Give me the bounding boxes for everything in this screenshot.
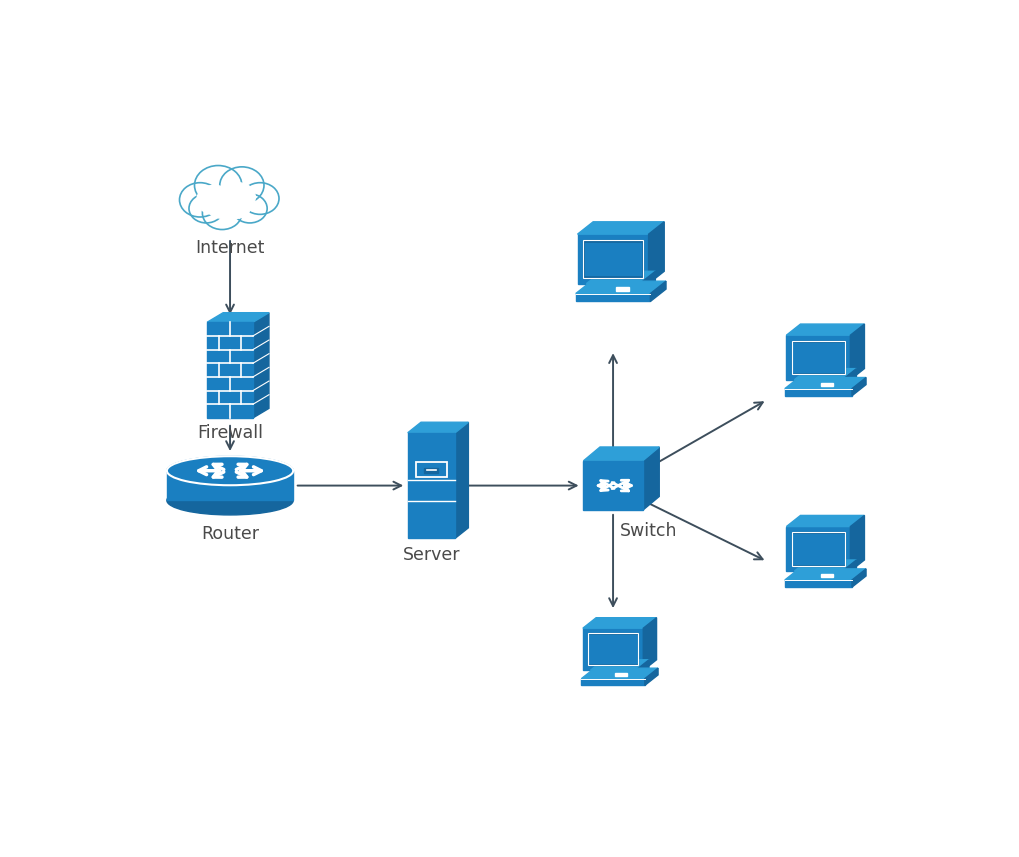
Polygon shape xyxy=(787,526,851,571)
Polygon shape xyxy=(581,668,658,679)
Polygon shape xyxy=(795,571,843,580)
Bar xyxy=(820,574,833,578)
Polygon shape xyxy=(792,340,845,375)
Polygon shape xyxy=(586,272,655,284)
Polygon shape xyxy=(588,633,639,665)
Polygon shape xyxy=(795,380,843,388)
Text: Internet: Internet xyxy=(196,239,265,257)
Polygon shape xyxy=(167,470,293,500)
Polygon shape xyxy=(589,635,637,663)
Polygon shape xyxy=(793,343,844,372)
Text: Server: Server xyxy=(403,546,461,564)
Polygon shape xyxy=(787,324,864,335)
Polygon shape xyxy=(583,618,656,628)
Polygon shape xyxy=(253,313,269,418)
Polygon shape xyxy=(785,377,866,388)
Polygon shape xyxy=(795,369,856,380)
Polygon shape xyxy=(785,580,852,587)
Polygon shape xyxy=(576,294,650,302)
Circle shape xyxy=(232,194,267,223)
Polygon shape xyxy=(585,243,642,275)
Circle shape xyxy=(179,183,220,217)
Text: Switch: Switch xyxy=(620,522,678,540)
Circle shape xyxy=(197,185,231,214)
Text: Firewall: Firewall xyxy=(197,424,263,442)
Polygon shape xyxy=(578,222,664,234)
Polygon shape xyxy=(785,388,852,396)
Polygon shape xyxy=(576,281,666,294)
Polygon shape xyxy=(843,369,856,388)
Polygon shape xyxy=(207,322,253,418)
Polygon shape xyxy=(584,447,659,461)
Ellipse shape xyxy=(167,456,293,485)
Polygon shape xyxy=(852,569,866,587)
Polygon shape xyxy=(408,433,455,538)
Polygon shape xyxy=(578,234,649,284)
Circle shape xyxy=(203,196,242,230)
Polygon shape xyxy=(640,272,655,294)
Polygon shape xyxy=(408,423,469,433)
Circle shape xyxy=(189,194,224,223)
Polygon shape xyxy=(650,281,666,302)
Polygon shape xyxy=(584,461,643,510)
Circle shape xyxy=(242,183,279,214)
Polygon shape xyxy=(455,423,469,538)
Polygon shape xyxy=(586,284,640,294)
Polygon shape xyxy=(649,222,664,284)
Polygon shape xyxy=(590,670,636,679)
Polygon shape xyxy=(645,668,658,686)
Bar xyxy=(615,674,627,676)
Polygon shape xyxy=(583,628,643,670)
Circle shape xyxy=(222,195,251,219)
Bar xyxy=(820,383,833,386)
Polygon shape xyxy=(787,335,851,380)
Bar xyxy=(615,287,629,291)
Circle shape xyxy=(220,167,264,204)
Polygon shape xyxy=(795,560,856,571)
Polygon shape xyxy=(787,515,864,526)
Polygon shape xyxy=(643,618,656,670)
Polygon shape xyxy=(852,377,866,396)
Polygon shape xyxy=(843,560,856,580)
Polygon shape xyxy=(583,240,643,278)
Polygon shape xyxy=(636,660,649,679)
Text: Router: Router xyxy=(201,525,259,543)
Polygon shape xyxy=(207,313,269,322)
Polygon shape xyxy=(793,534,844,564)
Polygon shape xyxy=(643,447,659,510)
Polygon shape xyxy=(785,569,866,580)
Circle shape xyxy=(220,183,256,212)
Polygon shape xyxy=(590,660,649,670)
Polygon shape xyxy=(851,515,864,571)
Circle shape xyxy=(195,165,242,205)
Polygon shape xyxy=(851,324,864,380)
Bar xyxy=(425,468,438,473)
Ellipse shape xyxy=(167,486,293,515)
Polygon shape xyxy=(581,679,645,686)
Polygon shape xyxy=(792,532,845,566)
Circle shape xyxy=(206,192,237,219)
